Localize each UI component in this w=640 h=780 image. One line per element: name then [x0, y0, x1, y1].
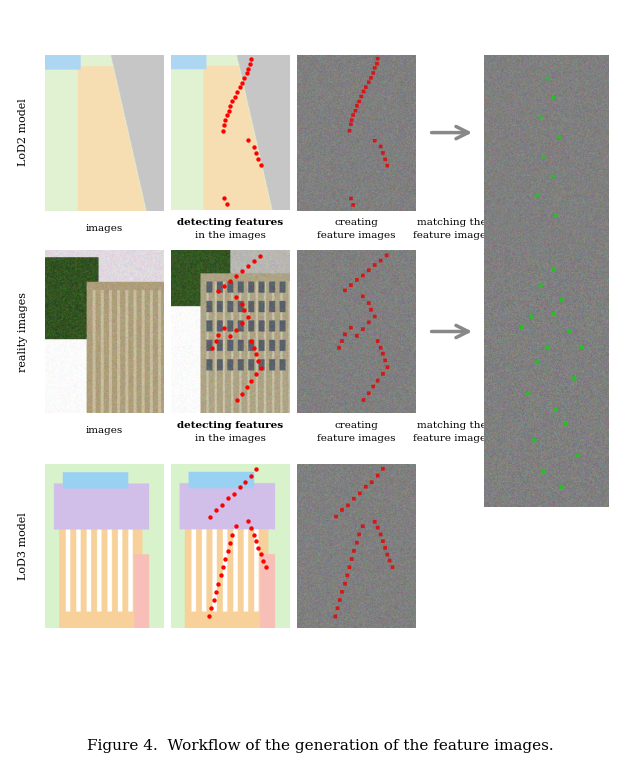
Text: images: images [85, 427, 123, 435]
Text: Figure 4.  Workflow of the generation of the feature images.: Figure 4. Workflow of the generation of … [86, 739, 554, 753]
Point [246, 53, 257, 66]
Point [218, 561, 228, 573]
Text: feature images: feature images [413, 434, 491, 443]
Point [246, 470, 257, 482]
Point [205, 510, 215, 523]
Text: detecting features: detecting features [177, 421, 283, 431]
Text: LoD3 model: LoD3 model [18, 512, 28, 580]
Text: creating: creating [334, 421, 378, 431]
Point [207, 342, 218, 354]
Point [220, 553, 230, 566]
Point [237, 297, 247, 310]
Point [237, 388, 247, 400]
Point [251, 368, 261, 381]
Point [246, 522, 257, 534]
Point [213, 577, 223, 590]
Point [255, 250, 265, 262]
Text: feature images: feature images [317, 434, 396, 443]
Point [256, 361, 266, 374]
Point [249, 140, 259, 153]
Point [228, 488, 239, 500]
Point [223, 544, 233, 557]
Point [211, 586, 221, 598]
Text: matching the: matching the [417, 421, 486, 431]
Point [251, 463, 261, 475]
Point [206, 602, 216, 615]
Point [243, 134, 253, 147]
Point [243, 515, 253, 527]
Point [231, 520, 241, 533]
Point [246, 374, 257, 387]
Point [241, 67, 252, 80]
Point [239, 304, 250, 317]
Point [220, 114, 230, 126]
Point [251, 535, 261, 548]
Point [209, 594, 219, 606]
Text: matching the: matching the [417, 218, 486, 228]
Point [253, 355, 264, 367]
Point [219, 119, 229, 131]
Text: images: images [85, 224, 123, 232]
Point [243, 260, 253, 272]
Text: detecting features: detecting features [177, 218, 283, 228]
Point [260, 561, 271, 573]
Point [232, 86, 243, 98]
Point [216, 569, 226, 582]
Point [204, 610, 214, 622]
Point [213, 284, 223, 296]
Point [237, 76, 247, 89]
Text: in the images: in the images [195, 434, 266, 443]
Point [211, 335, 221, 348]
Text: in the images: in the images [195, 232, 266, 240]
Text: feature images: feature images [413, 232, 491, 240]
Point [241, 381, 252, 393]
Point [231, 291, 241, 303]
Point [239, 72, 250, 84]
Point [227, 528, 237, 541]
Point [251, 348, 261, 360]
Point [219, 322, 229, 335]
Point [256, 548, 266, 560]
Point [225, 100, 236, 112]
Point [241, 476, 251, 488]
Point [218, 125, 228, 137]
Point [245, 58, 255, 70]
Point [256, 159, 266, 172]
Point [227, 95, 237, 108]
Point [230, 90, 240, 103]
Point [221, 198, 232, 211]
Point [249, 342, 259, 354]
Point [246, 335, 257, 348]
Point [225, 275, 236, 287]
Text: LoD2 model: LoD2 model [18, 99, 28, 166]
Point [221, 109, 232, 122]
Point [224, 105, 234, 117]
Point [253, 541, 264, 554]
Point [231, 324, 241, 336]
Point [249, 255, 259, 268]
Point [213, 328, 223, 341]
Text: reality images: reality images [18, 292, 28, 371]
Text: feature images: feature images [317, 232, 396, 240]
Point [237, 264, 247, 277]
Point [217, 499, 227, 512]
Point [234, 81, 244, 94]
Point [243, 310, 253, 323]
Point [219, 279, 229, 292]
Point [232, 394, 243, 406]
Point [251, 147, 261, 159]
Point [234, 480, 244, 493]
Point [225, 537, 236, 549]
Point [258, 555, 268, 567]
Point [223, 492, 233, 505]
Point [231, 270, 241, 282]
Point [219, 192, 229, 204]
Point [243, 62, 253, 75]
Point [211, 504, 221, 516]
Point [225, 330, 236, 342]
Point [237, 317, 247, 329]
Point [249, 528, 259, 541]
Text: creating: creating [334, 218, 378, 228]
Point [253, 153, 264, 165]
